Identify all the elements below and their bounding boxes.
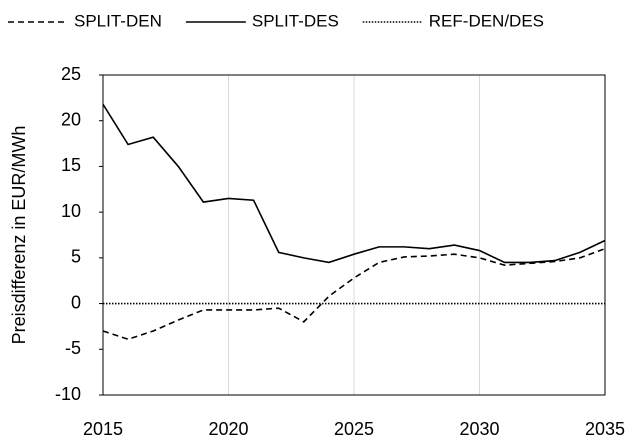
grid [102, 75, 606, 395]
legend-label: SPLIT-DES [252, 11, 339, 30]
y-tick-label: 15 [61, 155, 81, 175]
x-tick-label: 2015 [83, 419, 123, 439]
y-tick-label: 0 [71, 292, 81, 312]
y-tick-label: 10 [61, 201, 81, 221]
series-line [102, 103, 606, 264]
y-tick-label: -5 [65, 338, 81, 358]
x-tick-label: 2035 [585, 419, 625, 439]
y-tick-label: 5 [71, 247, 81, 267]
legend-label: REF-DEN/DES [429, 11, 544, 30]
legend-label: SPLIT-DEN [74, 11, 162, 30]
series-line [102, 247, 606, 341]
y-axis-label: Preisdifferenz in EUR/MWh [9, 126, 29, 345]
x-tick-label: 2030 [459, 419, 499, 439]
y-tick-label: -10 [55, 384, 81, 404]
plot-frame [102, 74, 606, 396]
x-tick-label: 2025 [334, 419, 374, 439]
y-tick-label: 20 [61, 109, 81, 129]
y-tick-label: 25 [61, 64, 81, 84]
x-tick-label: 2020 [208, 419, 248, 439]
legend: SPLIT-DEN SPLIT-DES REF-DEN/DES [8, 11, 544, 30]
